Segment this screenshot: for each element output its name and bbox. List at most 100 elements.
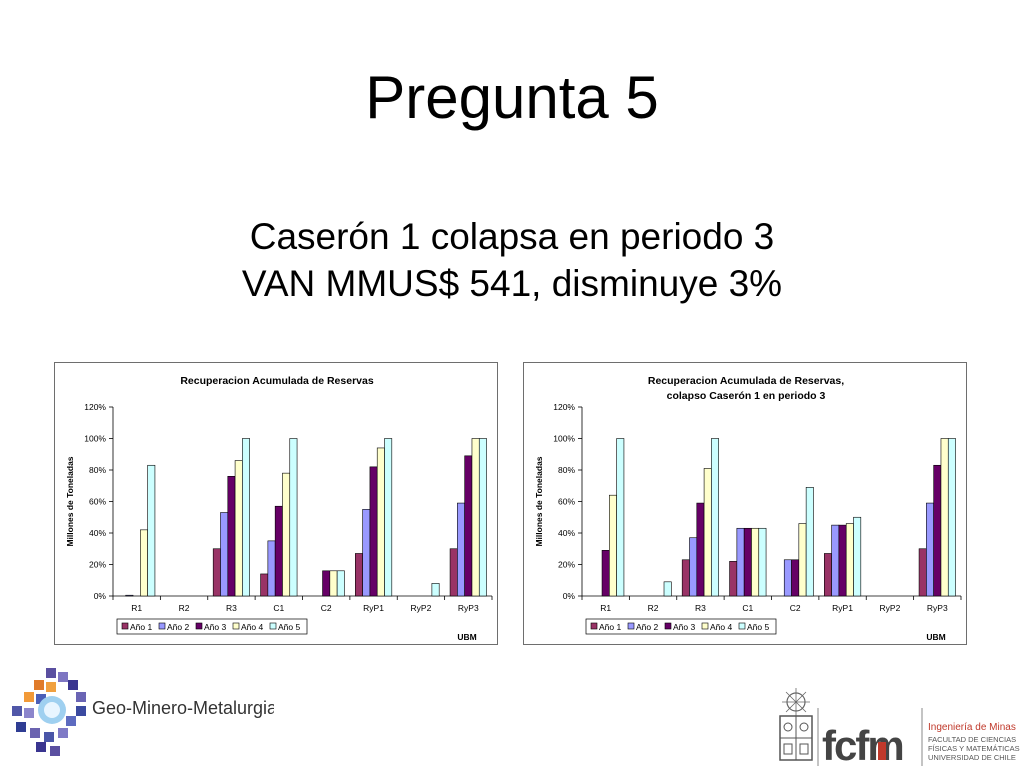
x-category-label: R2 (648, 603, 659, 613)
bar-ryp3-serie-2 (926, 502, 934, 597)
x-category-label: R2 (179, 603, 190, 613)
bar-c2-serie-3 (322, 570, 331, 597)
x-category-label: R3 (695, 603, 706, 613)
bar-ryp1-serie-5 (384, 438, 393, 597)
bar-c1-serie-3 (274, 505, 283, 597)
chart-2-plot: Recuperacion Acumulada de Reservas, colap… (534, 375, 962, 642)
bar-ryp3-serie-4 (471, 438, 480, 597)
y-tick-label: 100% (84, 434, 106, 444)
chart-note: UBM (457, 632, 476, 642)
legend-swatch (158, 622, 166, 630)
legend-entry: Año 5 (747, 622, 769, 632)
chart-1-plot: Recuperacion Acumulada de Reservas 0% 20% 4… (65, 375, 493, 642)
y-tick-label: 80% (89, 465, 106, 475)
bar-c1-serie-3 (743, 527, 752, 597)
y-axis-label: Millones de Toneladas (534, 456, 544, 546)
x-category-label: RyP1 (832, 603, 853, 613)
x-category-label: RyP1 (363, 603, 384, 613)
slide-title: Pregunta 5 (365, 64, 659, 131)
bar-ryp1-serie-1 (355, 553, 363, 597)
bar-ryp3-serie-5 (478, 438, 487, 597)
legend-swatch (701, 622, 709, 630)
chart-legend: Año 1 Año 2 Año 3 Año 4 Año 5 (116, 618, 308, 635)
legend-entry: Año 3 (204, 622, 226, 632)
bar-ryp3-serie-3 (464, 455, 473, 597)
bar-ryp3-serie-1 (918, 548, 927, 597)
legend-swatch (664, 622, 672, 630)
bar-r2-serie-5 (663, 581, 672, 597)
bar-ryp1-serie-3 (369, 466, 378, 597)
legend-entry: Año 2 (636, 622, 658, 632)
bar-ryp1-serie-5 (853, 516, 862, 597)
legend-swatch (590, 622, 598, 630)
legend-swatch (121, 622, 129, 630)
y-tick-label: 100% (553, 434, 575, 444)
y-tick-label: 60% (558, 497, 575, 507)
bar-ryp1-serie-4 (845, 523, 854, 597)
bar-r3-serie-3 (227, 476, 236, 597)
x-category-label: R1 (600, 603, 611, 613)
pixel-mosaic-icon (12, 668, 86, 756)
legend-entry: Año 1 (599, 622, 621, 632)
facultad-ciencias-text: FACULTAD DE CIENCIAS (928, 735, 1016, 744)
bar-c2-serie-2 (783, 559, 792, 597)
y-tick-label: 40% (89, 528, 106, 538)
bar-c1-serie-5 (289, 438, 298, 597)
bar-ryp3-serie-5 (947, 438, 956, 597)
bar-c1-serie-2 (267, 540, 276, 597)
x-category-label: RyP3 (458, 603, 479, 613)
university-crest-icon (779, 688, 813, 761)
legend-entry: Año 5 (278, 622, 300, 632)
fcfm-ingenieria-minas-logo: fcfm Ingeniería de Minas FACULTAD DE CIE… (776, 686, 1024, 769)
x-category-label: C1 (273, 603, 284, 613)
y-tick-label: 60% (89, 497, 106, 507)
chart-title: Recuperacion Acumulada de Reservas, (648, 375, 844, 387)
x-category-label: R1 (131, 603, 142, 613)
chart-recuperacion-colapso: Recuperacion Acumulada de Reservas, colap… (523, 362, 967, 645)
chart-title: Recuperacion Acumulada de Reservas (180, 375, 374, 387)
bar-r3-serie-1 (681, 559, 690, 597)
bar-c1-serie-1 (729, 561, 738, 597)
bar-r1-serie-4 (140, 529, 148, 597)
geo-minero-metalurgia-text: Geo-Minero-Metalurgia (92, 698, 274, 718)
y-tick-label: 0% (563, 591, 576, 601)
legend-swatch (627, 622, 635, 630)
bar-c2-serie-4 (798, 523, 807, 597)
fcfm-wordmark: fcfm (822, 722, 903, 768)
bar-r3-serie-2 (220, 512, 229, 597)
bar-ryp1-serie-2 (362, 509, 371, 597)
bar-c2-serie-5 (805, 487, 814, 597)
chart-title-line-2: colapso Caserón 1 en periodo 3 (667, 390, 826, 402)
x-category-label: RyP2 (880, 603, 901, 613)
bar-r1-serie-5 (616, 438, 625, 597)
bar-c2-serie-3 (791, 559, 800, 597)
bar-r3-serie-3 (696, 502, 705, 597)
bar-ryp1-serie-3 (838, 524, 847, 597)
bar-c2-serie-5 (336, 570, 345, 597)
legend-swatch (232, 622, 240, 630)
y-tick-label: 40% (558, 528, 575, 538)
bar-r3-serie-5 (711, 438, 719, 597)
chart-recuperacion-acumulada: Recuperacion Acumulada de Reservas 0% 20% 4… (54, 362, 498, 645)
chart-note: UBM (926, 632, 945, 642)
fcfm-red-accent (878, 742, 886, 760)
fisicas-matematicas-text: FÍSICAS Y MATEMÁTICAS (928, 744, 1020, 753)
bar-r3-serie-1 (212, 548, 221, 597)
bar-r3-serie-5 (242, 438, 250, 597)
legend-entry: Año 2 (167, 622, 189, 632)
x-category-label: RyP2 (411, 603, 432, 613)
chart-legend: Año 1 Año 2 Año 3 Año 4 Año 5 (585, 618, 777, 635)
legend-entry: Año 4 (241, 622, 263, 632)
bar-c1-serie-4 (751, 527, 760, 597)
x-category-label: C1 (742, 603, 753, 613)
y-tick-label: 20% (558, 560, 575, 570)
y-tick-label: 120% (84, 402, 106, 412)
x-category-label: C2 (790, 603, 801, 613)
bar-r3-serie-4 (703, 468, 712, 597)
bar-ryp1-serie-1 (824, 553, 832, 597)
bar-c2-serie-4 (329, 570, 338, 597)
bar-ryp3-serie-3 (933, 464, 942, 597)
y-tick-label: 20% (89, 560, 106, 570)
x-category-label: R3 (226, 603, 237, 613)
geo-minero-metalurgia-logo: Geo-Minero-Metalurgia (6, 662, 278, 760)
